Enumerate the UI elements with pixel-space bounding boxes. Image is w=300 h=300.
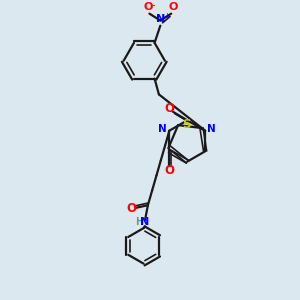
Text: O: O <box>168 2 178 12</box>
Text: O: O <box>164 164 174 177</box>
Text: N: N <box>158 124 167 134</box>
Text: N: N <box>207 124 216 134</box>
Text: O: O <box>126 202 136 214</box>
Text: O: O <box>143 2 152 12</box>
Text: S: S <box>182 118 190 131</box>
Text: O: O <box>164 102 175 116</box>
Text: N: N <box>140 217 150 226</box>
Text: H: H <box>135 217 143 226</box>
Text: +: + <box>163 12 170 21</box>
Text: -: - <box>151 0 154 10</box>
Text: N: N <box>156 14 166 24</box>
